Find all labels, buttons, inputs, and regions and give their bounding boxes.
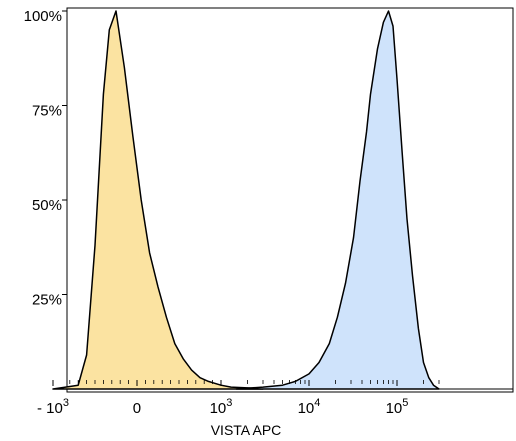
histogram-series-1 xyxy=(52,10,264,390)
histogram-series-2 xyxy=(235,10,440,390)
x-tick-label: 103 xyxy=(210,397,233,417)
x-tick-label: 104 xyxy=(298,397,321,417)
x-tick-label: - 103 xyxy=(37,397,69,417)
y-axis-ticks: 100% 75% 50% 25% xyxy=(24,8,67,309)
y-tick-label: 75% xyxy=(32,103,62,120)
y-tick-label: 25% xyxy=(32,292,62,309)
x-axis-title: VISTA APC xyxy=(211,422,282,438)
x-axis-ticks: - 103 0 103 104 105 xyxy=(37,380,408,417)
y-tick-label: 100% xyxy=(24,8,62,25)
series-layer xyxy=(52,10,513,390)
x-minor-ticks xyxy=(69,380,440,384)
x-tick-label: 105 xyxy=(386,397,409,417)
x-tick-label: 0 xyxy=(133,400,141,417)
y-tick-label: 50% xyxy=(32,197,62,214)
